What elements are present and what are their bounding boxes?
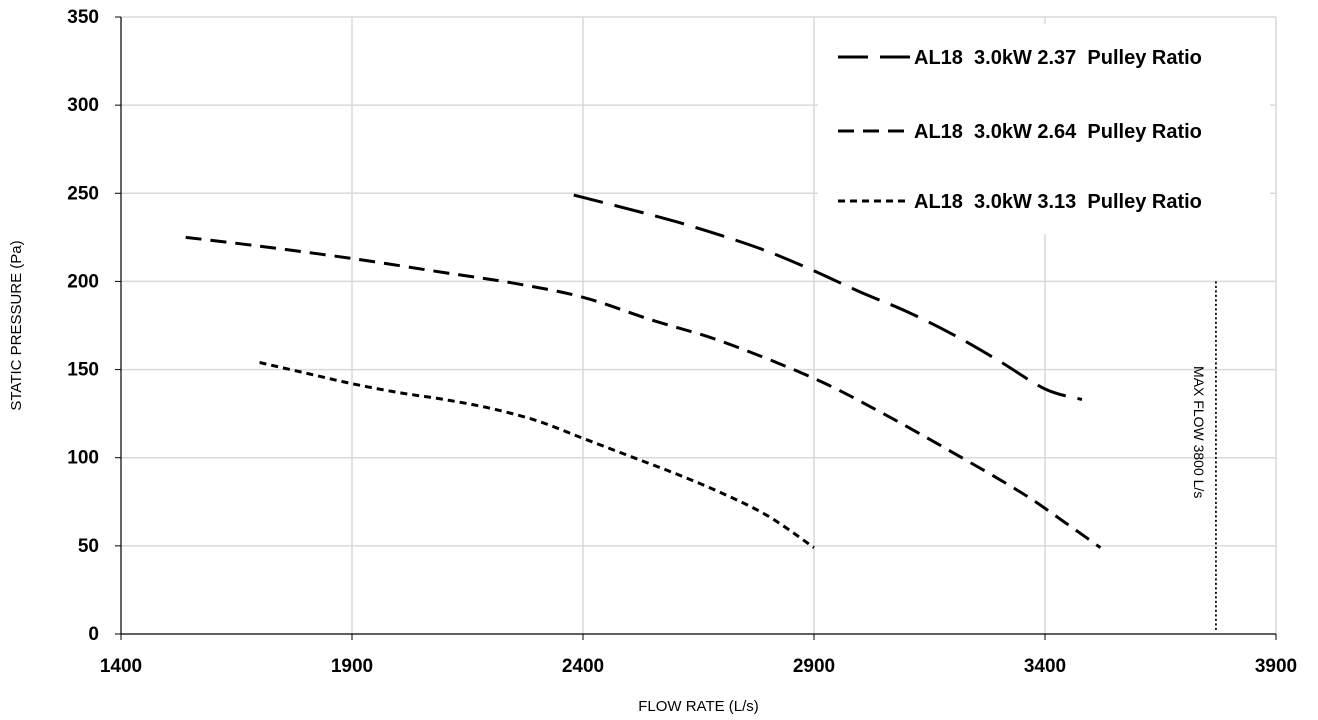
axes: 0 50 100 150 200 250 300 350 1400 1900 2400 2900 340… — [67, 7, 1297, 677]
series-line-3 — [259, 361, 815, 549]
legend-box — [818, 24, 1270, 234]
series-line-2 — [185, 235, 1102, 549]
y-axis-title: STATIC PRESSURE (Pa) — [8, 240, 25, 410]
y-tick-label: 0 — [88, 624, 99, 645]
legend-label-2: AL18 3.0kW 2.64 Pulley Ratio — [914, 121, 1202, 143]
y-tick-label: 150 — [67, 360, 99, 381]
max-flow-label: MAX FLOW 3800 L/s — [1191, 366, 1207, 498]
y-tick-label: 100 — [67, 448, 99, 469]
x-tick-label: 1900 — [331, 656, 373, 677]
legend-label-1: AL18 3.0kW 2.37 Pulley Ratio — [914, 47, 1202, 69]
legend-label-3: AL18 3.0kW 3.13 Pulley Ratio — [914, 191, 1202, 213]
x-tick-label: 3900 — [1255, 656, 1297, 677]
legend: AL18 3.0kW 2.37 Pulley Ratio AL18 3.0kW 2… — [818, 24, 1270, 234]
x-axis-title: FLOW RATE (L/s) — [638, 698, 759, 715]
annotation-layer: MAX FLOW 3800 L/s — [1191, 281, 1217, 631]
y-tick-label: 250 — [67, 183, 99, 204]
y-tick-label: 50 — [78, 536, 99, 557]
x-tick-label: 2900 — [793, 656, 835, 677]
y-tick-label: 200 — [67, 271, 99, 292]
y-tick-label: 300 — [67, 95, 99, 116]
y-tick-label: 350 — [67, 7, 99, 28]
x-tick-label: 3400 — [1024, 656, 1066, 677]
series-line-1 — [573, 193, 1083, 401]
x-tick-label: 1400 — [100, 656, 142, 677]
x-tick-label: 2400 — [562, 656, 604, 677]
series-layer — [185, 193, 1102, 549]
